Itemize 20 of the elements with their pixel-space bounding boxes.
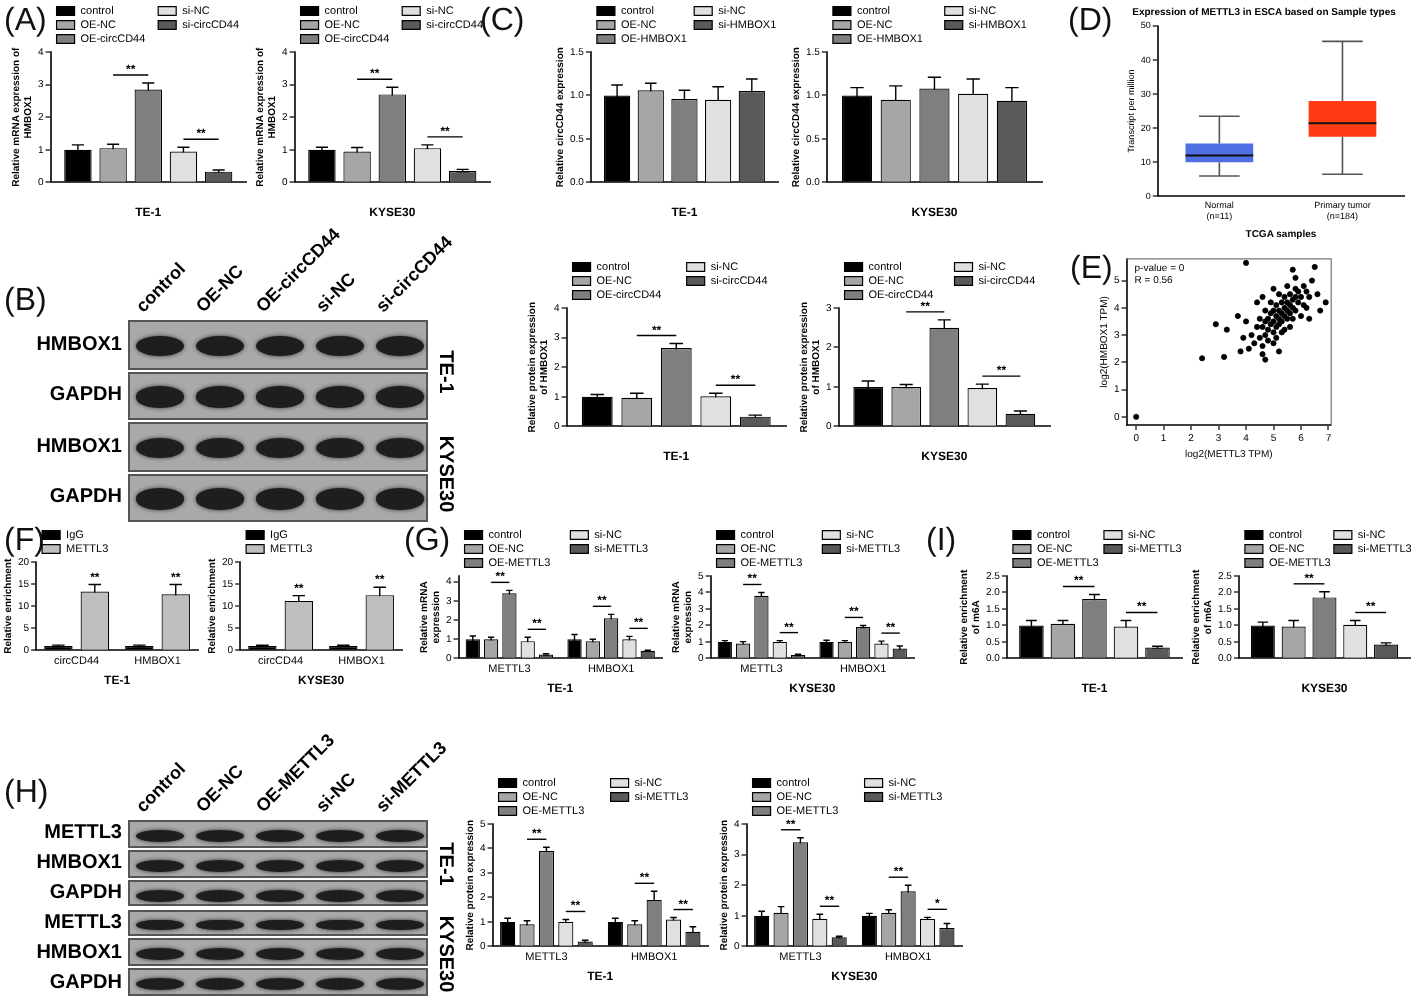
category-label: GAPDH: [49, 882, 122, 905]
text: KYSE30: [434, 915, 456, 992]
category-label: HMBOX1: [36, 333, 122, 356]
text: (E): [1070, 252, 1113, 288]
category-label: GAPDH: [49, 971, 122, 994]
category-label: METTL3: [44, 822, 122, 845]
category-label: HMBOX1: [36, 852, 122, 875]
category-label: GAPDH: [49, 486, 122, 509]
text: (H): [4, 776, 49, 812]
text: KYSE30: [434, 434, 456, 512]
text: (D): [1068, 4, 1113, 40]
text: (A): [4, 4, 47, 40]
text: (G): [404, 524, 451, 560]
text: TE-1: [434, 349, 456, 393]
category-label: GAPDH: [49, 384, 122, 407]
category-label: METTL3: [44, 911, 122, 934]
text: TE-1: [434, 842, 456, 887]
text: (B): [4, 284, 47, 320]
text: (F): [4, 524, 45, 559]
text: (I): [926, 524, 957, 560]
